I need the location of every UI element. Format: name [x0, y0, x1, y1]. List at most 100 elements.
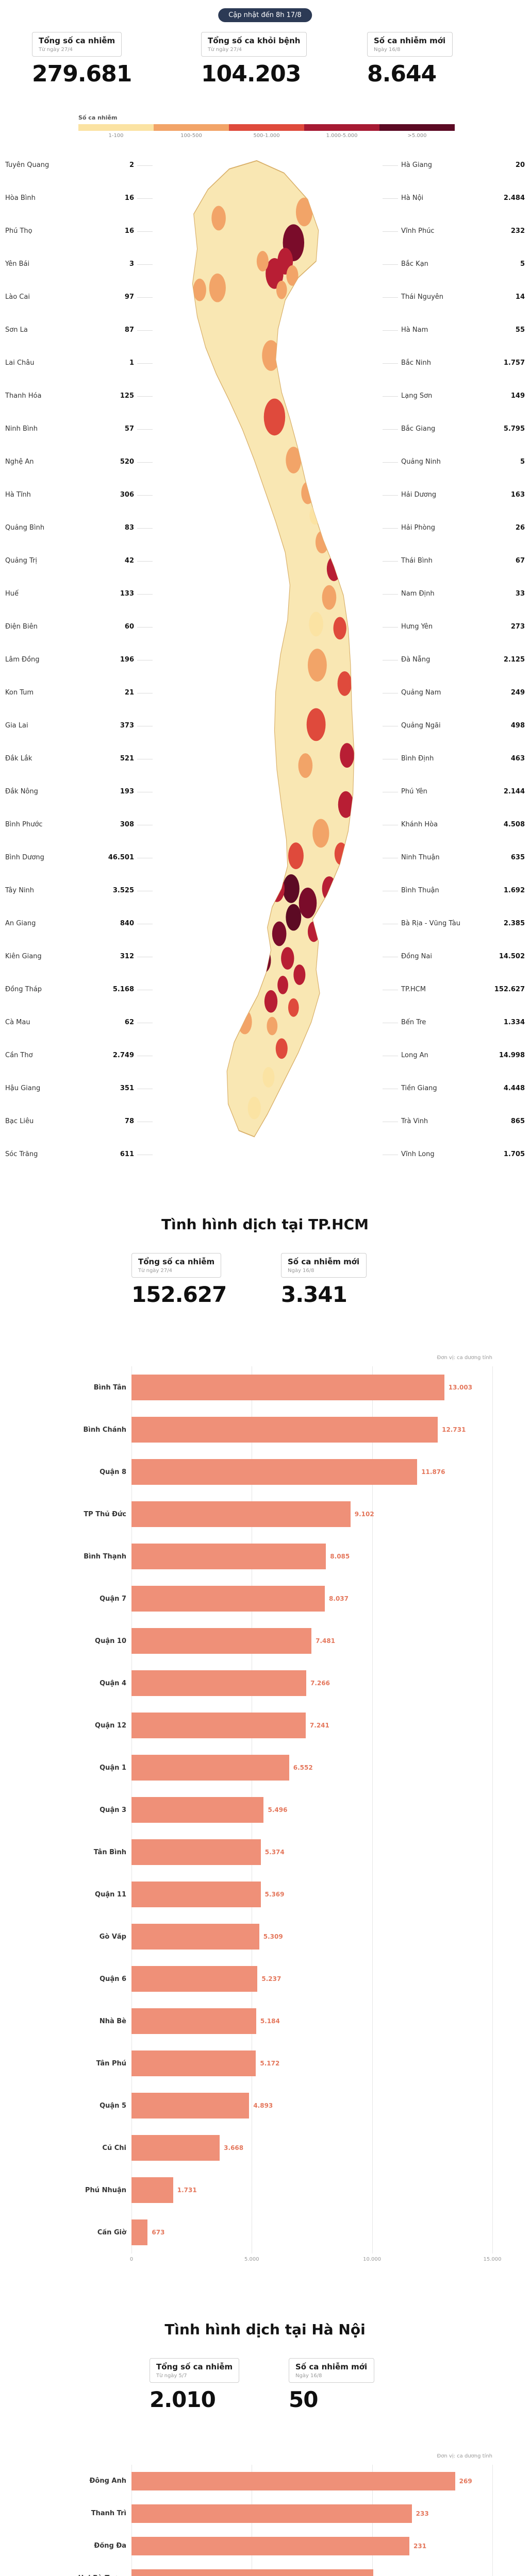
- province-name: Hà Tĩnh: [5, 491, 31, 499]
- bar-value-label: 5.184: [260, 2018, 280, 2025]
- province-list-right: Hà Giang 20 Hà Nội 2.484 Vĩnh Phúc 232 Bắc Kạn…: [383, 161, 525, 1181]
- province-case-count: 2.385: [503, 920, 525, 927]
- bar-category-label: Bình Thạnh: [84, 1552, 126, 1561]
- bar-row: Bình Tân 13.003: [5, 1366, 525, 1409]
- province-name: Nam Định: [401, 590, 435, 598]
- province-row: Kon Tum 21: [5, 688, 153, 698]
- province-name: Tiền Giang: [401, 1084, 437, 1092]
- province-row: Thanh Hóa 125: [5, 392, 153, 401]
- leader-line: [137, 231, 153, 232]
- province-case-count: 163: [510, 491, 525, 499]
- leader-line: [383, 528, 398, 529]
- stat-box: Số ca nhiễm mới Ngày 16/8: [367, 32, 453, 57]
- province-name: Trà Vinh: [401, 1117, 428, 1125]
- province-case-count: 1.705: [503, 1150, 525, 1158]
- province-row: Nghệ An 520: [5, 457, 153, 467]
- province-name: Quảng Ngãi: [401, 722, 441, 730]
- bar-value-label: 8.037: [329, 1595, 349, 1602]
- province-name: Hòa Bình: [5, 194, 36, 202]
- leader-line: [137, 330, 153, 331]
- province-row: An Giang 840: [5, 919, 153, 928]
- province-name: Đồng Nai: [401, 953, 432, 960]
- province-case-count: 46.501: [108, 854, 134, 861]
- bar-category-label: Cần Giờ: [97, 2228, 126, 2236]
- leader-line: [383, 330, 398, 331]
- province-case-count: 520: [120, 458, 134, 466]
- province-row: Sóc Trăng 611: [5, 1150, 153, 1159]
- bar-category-label: Đống Đa: [94, 2542, 126, 2550]
- bar: [131, 1966, 258, 1992]
- province-case-count: 865: [510, 1117, 525, 1125]
- bar: [131, 1755, 289, 1781]
- province-case-count: 62: [124, 1019, 134, 1026]
- bar-row: Bình Thạnh 8.085: [5, 1535, 525, 1578]
- province-name: Lai Châu: [5, 359, 35, 367]
- leader-line: [383, 594, 398, 595]
- leader-line: [383, 627, 398, 628]
- province-case-count: 308: [120, 821, 134, 828]
- bar-category-label: TP Thủ Đức: [84, 1510, 126, 1518]
- bar-category-label: Thanh Trì: [91, 2510, 126, 2517]
- province-case-count: 20: [515, 161, 525, 169]
- province-name: Vĩnh Phúc: [401, 227, 435, 235]
- bar-row: Tân Bình 5.374: [5, 1831, 525, 1873]
- province-row: Bình Dương 46.501: [5, 853, 153, 862]
- province-name: Đà Nẵng: [401, 656, 430, 664]
- stat-sublabel: Ngày 16/8: [374, 47, 401, 53]
- province-row: Bà Rịa - Vũng Tàu 2.385: [383, 919, 525, 928]
- bar-value-label: 13.003: [448, 1384, 473, 1391]
- province-case-count: 373: [120, 722, 134, 730]
- leader-line: [137, 396, 153, 397]
- legend-bin-swatch: [229, 124, 304, 131]
- legend-bin-swatch: [154, 124, 229, 131]
- legend-color-bar: [78, 124, 455, 131]
- province-case-count: 1.692: [503, 887, 525, 894]
- province-row: Khánh Hòa 4.508: [383, 820, 525, 829]
- province-case-count: 78: [124, 1117, 134, 1125]
- province-row: Đắk Nông 193: [5, 787, 153, 796]
- bar-row: Quận 6 5.237: [5, 1958, 525, 2000]
- bar-row: Đông Anh 269: [5, 2465, 525, 2497]
- bar: [131, 1459, 418, 1485]
- province-row: Quảng Ninh 5: [383, 457, 525, 467]
- hcmc-stat-total: Tổng số ca nhiễm Từ ngày 27/4 152.627: [131, 1253, 227, 1307]
- province-name: Thanh Hóa: [5, 392, 42, 400]
- province-row: Bắc Kạn 5: [383, 260, 525, 269]
- x-axis-tick-label: 10.000: [363, 2257, 382, 2262]
- province-case-count: 351: [120, 1084, 134, 1092]
- province-name: Đắk Lắk: [5, 755, 32, 762]
- stat-value: 279.681: [32, 61, 132, 87]
- bar-category-label: Quận 3: [100, 1806, 126, 1814]
- bar-value-label: 5.374: [264, 1849, 285, 1856]
- bar-row: TP Thủ Đức 9.102: [5, 1493, 525, 1535]
- province-case-count: 5: [520, 458, 525, 466]
- bar-value-label: 5.369: [264, 1891, 285, 1898]
- stat-total-recovered: Tổng số ca khỏi bệnh Từ ngày 27/4 104.20…: [201, 32, 307, 87]
- bar-row: Quận 10 7.481: [5, 1620, 525, 1662]
- bar: [131, 1501, 351, 1527]
- stat-label: Tổng số ca nhiễm: [138, 1257, 215, 1266]
- province-row: Nam Định 33: [383, 589, 525, 599]
- province-row: Hải Phòng 26: [383, 523, 525, 533]
- province-name: Hải Phòng: [401, 524, 436, 532]
- hanoi-section-title: Tình hình dịch tại Hà Nội: [164, 2321, 366, 2338]
- province-row: Thái Bình 67: [383, 556, 525, 566]
- province-case-count: 14: [515, 293, 525, 301]
- province-case-count: 2.144: [503, 788, 525, 795]
- province-row: TP.HCM 152.627: [383, 985, 525, 994]
- province-row: Bắc Giang 5.795: [383, 425, 525, 434]
- province-row: Sơn La 87: [5, 326, 153, 335]
- bar-category-label: Củ Chi: [102, 2144, 126, 2152]
- stat-sublabel: Ngày 16/8: [288, 1268, 314, 1274]
- legend-bin-swatch: [304, 124, 379, 131]
- province-row: Quảng Nam 249: [383, 688, 525, 698]
- province-case-count: 2: [129, 161, 134, 169]
- bar-category-label: Quận 1: [100, 1764, 126, 1772]
- bar-category-label: Bình Chánh: [83, 1426, 126, 1434]
- bar-row: Đống Đa 231: [5, 2530, 525, 2562]
- province-name: Huế: [5, 590, 19, 598]
- province-name: Bắc Ninh: [401, 359, 431, 367]
- province-case-count: 249: [510, 689, 525, 697]
- bar: [131, 1839, 261, 1865]
- province-row: Bắc Ninh 1.757: [383, 359, 525, 368]
